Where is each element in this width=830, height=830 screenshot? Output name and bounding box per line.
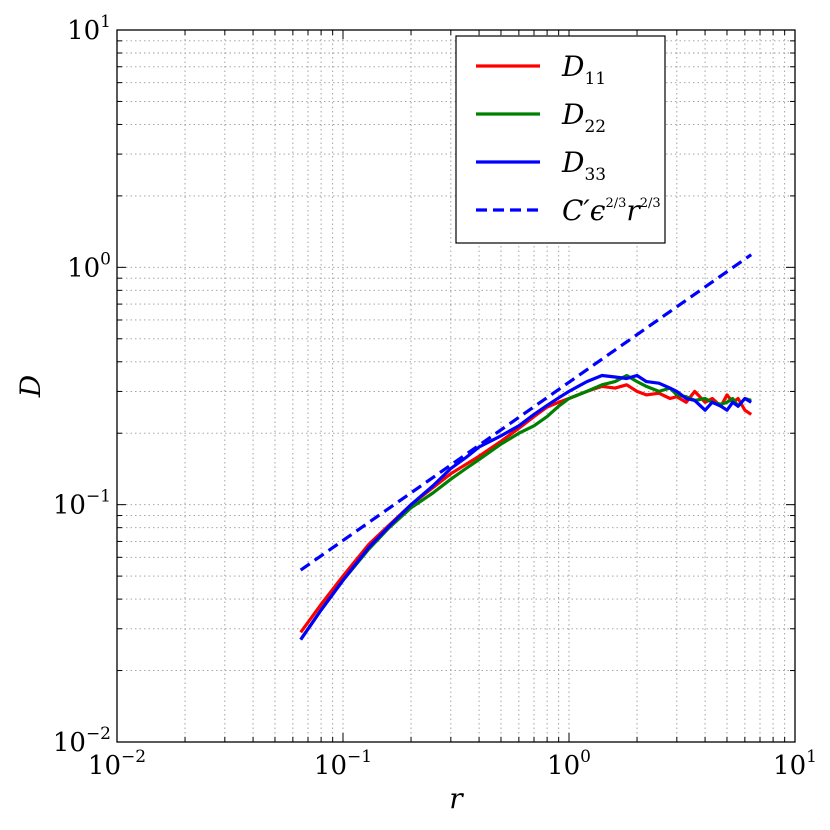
legend-box (455, 35, 666, 244)
legend-label-2: D33 (561, 146, 606, 185)
x-tick-label-1: 10−1 (314, 747, 372, 781)
series-layer (299, 253, 753, 641)
plot-frame (116, 29, 796, 743)
y-tick-label-2: 100 (67, 249, 111, 283)
y-tick-label-1: 10−1 (53, 487, 111, 521)
series-line-3 (299, 253, 753, 572)
legend-label-3: C′ϵ2/3r2/3 (562, 194, 661, 227)
y-axis-label: D (14, 375, 47, 398)
ticks (116, 30, 795, 743)
y-tick-label-3: 101 (67, 12, 111, 46)
legend-label-0: D11 (561, 50, 606, 89)
x-axis-label: r (449, 782, 464, 815)
legend: D11 D22 D33 C′ϵ2/3r2/3 (455, 35, 666, 244)
x-tick-label-0: 10−2 (88, 747, 146, 781)
x-tick-label-2: 100 (547, 747, 591, 781)
tick-labels: 10−2 10−1 100 101 10−2 10−1 100 101 (53, 12, 817, 781)
grid (117, 30, 795, 742)
legend-label-1: D22 (561, 98, 606, 137)
x-tick-label-3: 101 (773, 747, 817, 781)
y-tick-label-0: 10−2 (53, 724, 111, 758)
series-line-2 (299, 373, 753, 641)
